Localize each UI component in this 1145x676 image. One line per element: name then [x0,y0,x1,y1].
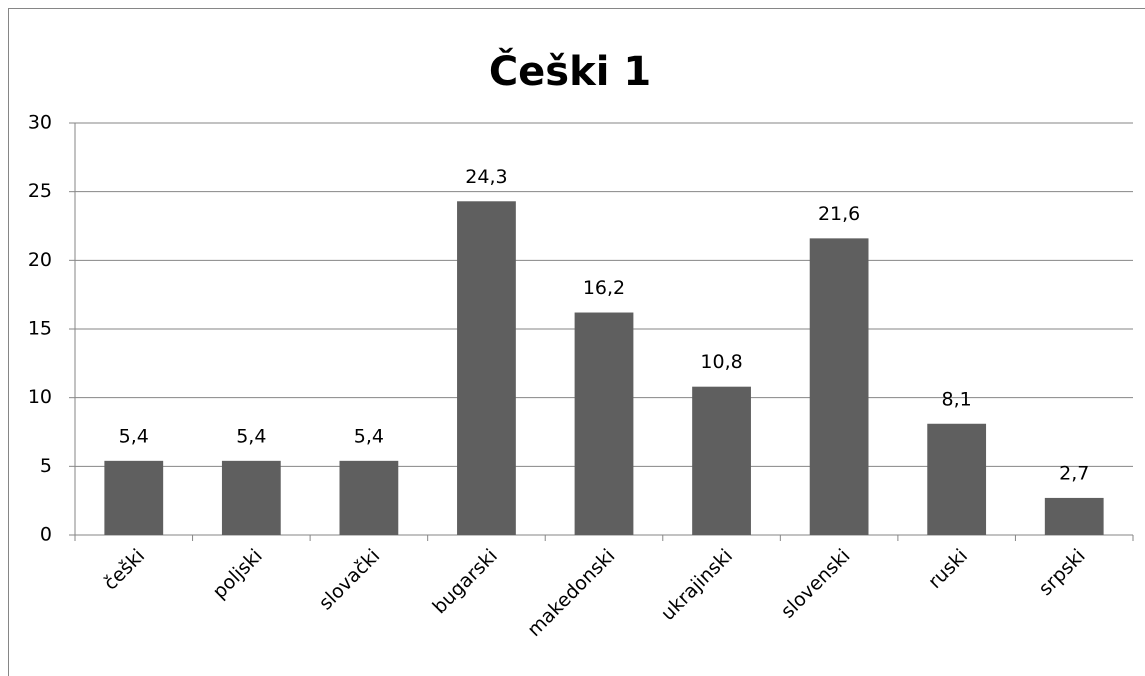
data-label: 16,2 [583,277,625,299]
data-label: 5,4 [236,425,266,447]
bar [1044,497,1104,535]
y-tick-label: 0 [40,524,52,546]
chart-border [8,8,1145,676]
y-tick-label: 30 [28,112,52,134]
data-label: 8,1 [942,388,972,410]
x-tick-label: ruski [924,545,972,593]
bar [574,312,634,535]
data-label: 5,4 [119,425,149,447]
data-label: 5,4 [354,425,384,447]
data-label: 10,8 [700,351,742,373]
data-label: 2,7 [1059,462,1089,484]
x-tick-label: bugarski [428,545,501,618]
bar [692,386,751,535]
bar [927,423,987,535]
x-tick-label: makedonski [523,545,619,641]
bar [809,238,869,536]
x-tick-label: ukrajinski [657,545,737,625]
bar [457,201,516,535]
chart-title: Češki 1 [489,47,651,95]
y-tick-label: 15 [28,318,52,340]
x-tick-label: slovenski [777,545,855,623]
y-tick-label: 10 [28,386,52,408]
data-label: 21,6 [818,203,860,225]
x-tick-label: poljski [208,545,266,603]
x-tick-label: češki [99,545,149,595]
x-tick-label: srpski [1035,545,1090,600]
data-label: 24,3 [465,166,507,188]
y-tick-label: 25 [28,180,52,202]
bar [104,460,164,535]
x-tick-label: slovački [315,545,385,615]
bar [339,460,399,535]
y-tick-label: 5 [40,455,52,477]
bar [221,460,281,535]
y-tick-label: 20 [28,249,52,271]
